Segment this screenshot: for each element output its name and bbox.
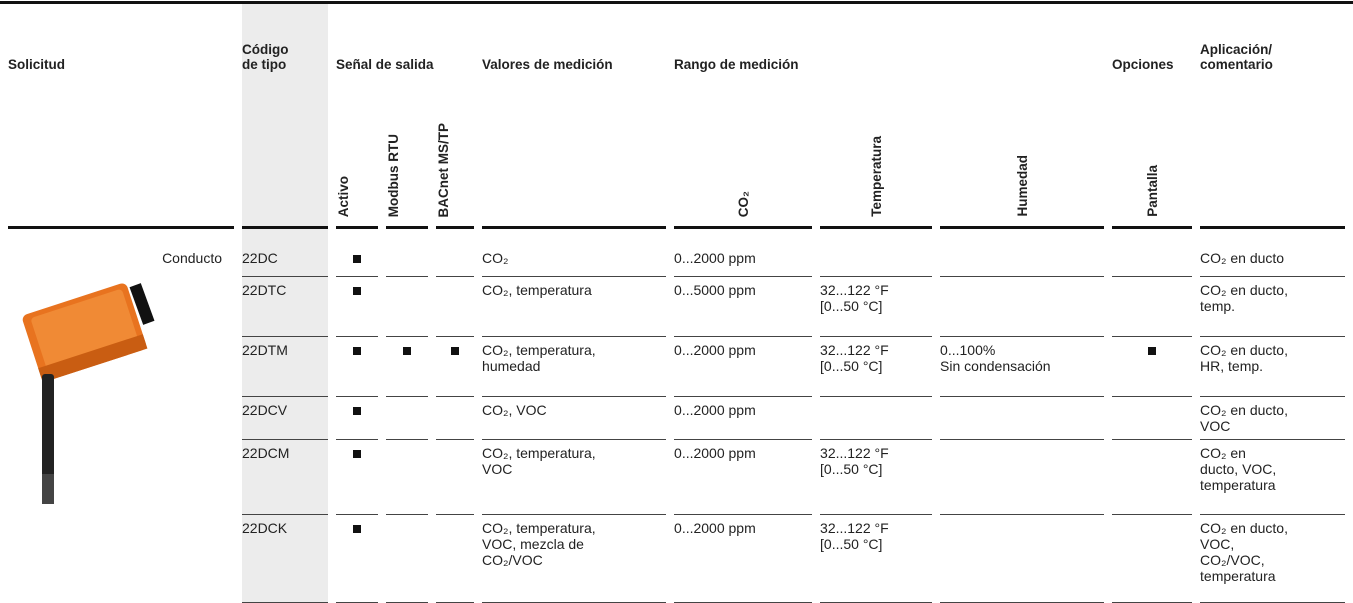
signal-cell: [436, 277, 474, 337]
co2-cell: 0...2000 ppm: [674, 337, 812, 397]
subheader: [482, 80, 666, 229]
values-cell: CO₂, temperatura, VOC: [482, 440, 666, 515]
subheader: Activo: [336, 176, 351, 217]
signal-cell: [336, 245, 378, 277]
comment-cell: CO₂ en ducto, VOC: [1200, 397, 1345, 440]
values-cell: CO₂, temperatura: [482, 277, 666, 337]
signal-cell: [436, 440, 474, 515]
values-cell: CO₂: [482, 245, 666, 277]
type-code: 22DCV: [242, 397, 328, 440]
signal-cell: [386, 515, 428, 603]
subheader: Humedad: [1015, 155, 1030, 217]
col-header: Opciones: [1112, 4, 1192, 80]
col-header: Rango de medición: [674, 4, 932, 80]
comment-cell: CO₂ en ducto, temp.: [1200, 277, 1345, 337]
col-header: Código de tipo: [242, 4, 328, 80]
display-cell: [1112, 245, 1192, 277]
check-mark: [353, 450, 361, 458]
product-image: [8, 274, 188, 534]
subheader: [1200, 80, 1345, 229]
col-header: Aplicación/ comentario: [1200, 4, 1345, 80]
comment-cell: CO₂ en ducto, VOC, CO₂/VOC, temperatura: [1200, 515, 1345, 603]
humidity-cell: [940, 245, 1104, 277]
humidity-cell: [940, 277, 1104, 337]
col-header: Señal de salida: [336, 4, 474, 80]
signal-cell: [436, 397, 474, 440]
humidity-cell: [940, 515, 1104, 603]
subheader: CO₂: [736, 191, 751, 217]
signal-cell: [336, 515, 378, 603]
signal-cell: [336, 337, 378, 397]
co2-cell: 0...2000 ppm: [674, 515, 812, 603]
check-mark: [353, 287, 361, 295]
subheader: [8, 80, 234, 229]
signal-cell: [436, 515, 474, 603]
temperature-cell: [820, 397, 932, 440]
signal-cell: [386, 440, 428, 515]
signal-cell: [336, 440, 378, 515]
application-cell: Conducto: [8, 245, 234, 603]
temperature-cell: 32...122 °F [0...50 °C]: [820, 515, 932, 603]
subheader: [242, 80, 328, 229]
comment-cell: CO₂ en ducto: [1200, 245, 1345, 277]
display-cell: [1112, 397, 1192, 440]
subheader: Temperatura: [869, 136, 884, 217]
temperature-cell: 32...122 °F [0...50 °C]: [820, 337, 932, 397]
subheader: BACnet MS/TP: [436, 123, 451, 218]
signal-cell: [336, 397, 378, 440]
co2-cell: 0...5000 ppm: [674, 277, 812, 337]
humidity-cell: [940, 440, 1104, 515]
temperature-cell: 32...122 °F [0...50 °C]: [820, 277, 932, 337]
signal-cell: [436, 337, 474, 397]
check-mark: [353, 525, 361, 533]
check-mark: [403, 347, 411, 355]
check-mark: [1148, 347, 1156, 355]
check-mark: [353, 347, 361, 355]
signal-cell: [386, 277, 428, 337]
display-cell: [1112, 440, 1192, 515]
type-code: 22DTC: [242, 277, 328, 337]
subheader: Pantalla: [1145, 165, 1160, 217]
application-label: Conducto: [8, 250, 222, 266]
values-cell: CO₂, temperatura, humedad: [482, 337, 666, 397]
display-cell: [1112, 515, 1192, 603]
col-header: Solicitud: [8, 4, 234, 80]
check-mark: [353, 407, 361, 415]
humidity-cell: 0...100% Sin condensación: [940, 337, 1104, 397]
co2-cell: 0...2000 ppm: [674, 440, 812, 515]
type-code: 22DC: [242, 245, 328, 277]
comment-cell: CO₂ en ducto, VOC, temperatura: [1200, 440, 1345, 515]
co2-cell: 0...2000 ppm: [674, 245, 812, 277]
subheader: Modbus RTU: [386, 134, 401, 217]
col-header: Valores de medición: [482, 4, 666, 80]
values-cell: CO₂, VOC: [482, 397, 666, 440]
display-cell: [1112, 277, 1192, 337]
check-mark: [451, 347, 459, 355]
product-table: Solicitud Código de tipo Señal de salida…: [0, 4, 1353, 603]
temperature-cell: 32...122 °F [0...50 °C]: [820, 440, 932, 515]
signal-cell: [336, 277, 378, 337]
temperature-cell: [820, 245, 932, 277]
signal-cell: [436, 245, 474, 277]
comment-cell: CO₂ en ducto, HR, temp.: [1200, 337, 1345, 397]
type-code: 22DCK: [242, 515, 328, 603]
signal-cell: [386, 397, 428, 440]
signal-cell: [386, 337, 428, 397]
type-code: 22DCM: [242, 440, 328, 515]
humidity-cell: [940, 397, 1104, 440]
page: {"header":{"columns":["Solicitud","Códig…: [0, 1, 1353, 597]
col-header: [940, 4, 1104, 80]
co2-cell: 0...2000 ppm: [674, 397, 812, 440]
check-mark: [353, 255, 361, 263]
display-cell: [1112, 337, 1192, 397]
signal-cell: [386, 245, 428, 277]
type-code: 22DTM: [242, 337, 328, 397]
values-cell: CO₂, temperatura, VOC, mezcla de CO₂/VOC: [482, 515, 666, 603]
